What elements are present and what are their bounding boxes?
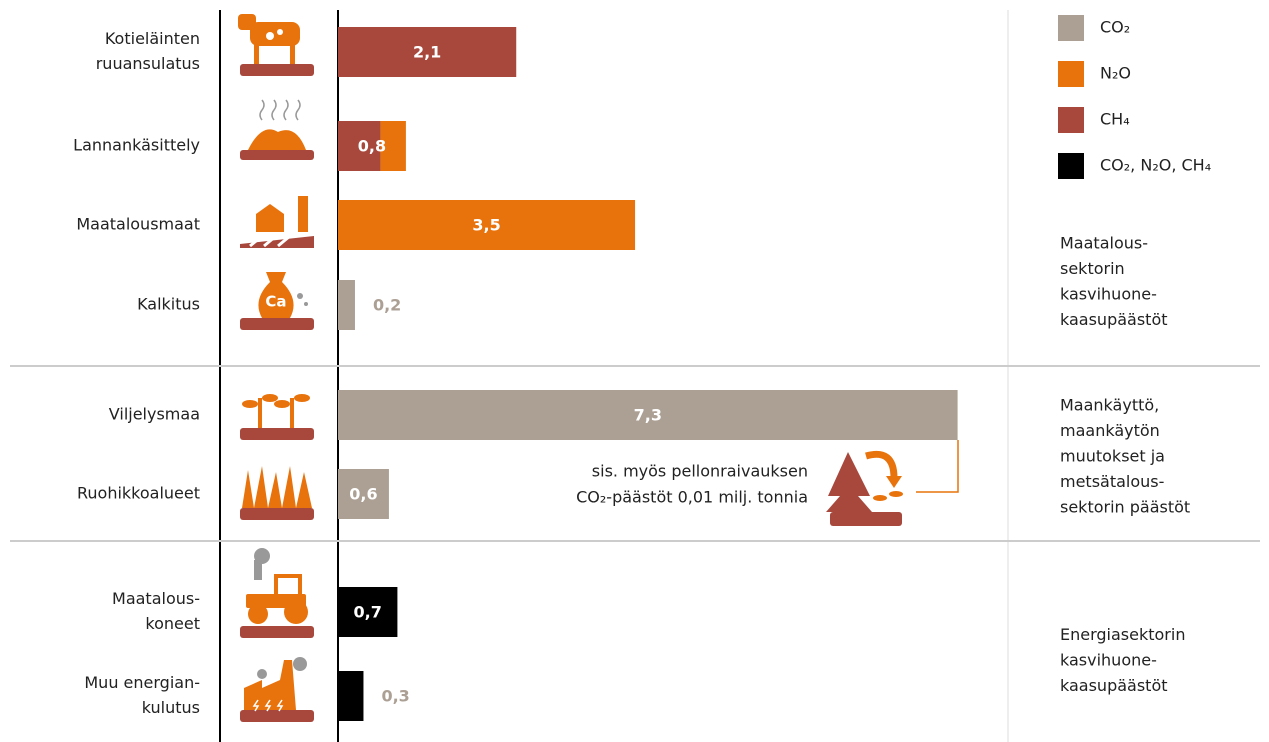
label-line: metsätalous- [1060, 472, 1164, 491]
bar-segment [338, 390, 958, 440]
label-line: kasvihuone- [1060, 284, 1157, 303]
label-line: sis. myös pellonraivauksen [592, 462, 808, 481]
label-line: ruuansulatus [96, 54, 200, 73]
legend-label: CO₂, N₂O, CH₄ [1100, 156, 1211, 175]
bar-segment [338, 121, 381, 171]
label-line: kaasupäästöt [1060, 310, 1168, 329]
label-line: CO₂-päästöt 0,01 milj. tonnia [576, 488, 808, 507]
icon-manure [240, 99, 314, 160]
label-line: Maankäyttö, [1060, 396, 1159, 415]
icon-grass [240, 466, 314, 520]
value-label: 0,3 [381, 687, 409, 706]
value-label: 0,2 [373, 296, 401, 315]
icon-cow [238, 14, 314, 76]
legend-label: N₂O [1100, 64, 1131, 83]
label-line: koneet [145, 614, 200, 633]
label-line: sektorin päästöt [1060, 498, 1190, 517]
label-line: Maatalousmaat [76, 215, 200, 234]
label-line: sektorin [1060, 259, 1125, 278]
label-line: muutokset ja [1060, 447, 1165, 466]
label-line: kulutus [142, 698, 200, 717]
annotation-connector [916, 440, 959, 493]
label-line: Kotieläinten [105, 29, 200, 48]
value-label: 3,5 [472, 216, 500, 235]
bar-segment [338, 200, 636, 250]
label-line: kasvihuone- [1060, 651, 1157, 670]
bar-segment [338, 587, 398, 637]
icon-plants [240, 394, 314, 440]
icon-text: Ca [265, 293, 286, 311]
icon-tractor [240, 548, 314, 638]
value-label: 0,7 [354, 603, 382, 622]
bar-segment [338, 469, 389, 519]
icon-factory [240, 657, 314, 722]
label-line: Kalkitus [137, 295, 200, 314]
icon-farm [240, 196, 314, 248]
label-line: kaasupäästöt [1060, 676, 1168, 695]
icon-land-use [826, 450, 903, 526]
icon-lime: Ca [240, 272, 314, 330]
bar-segment [338, 671, 364, 721]
legend-swatch [1058, 61, 1084, 87]
legend-swatch [1058, 15, 1084, 41]
label-line: Viljelysmaa [109, 405, 200, 424]
label-line: maankäytön [1060, 421, 1160, 440]
label-line: Muu energian- [84, 673, 200, 692]
legend-label: CH₄ [1100, 110, 1130, 129]
legend-label: CO₂ [1100, 18, 1130, 37]
label-line: Lannankäsittely [73, 136, 200, 155]
icons: Ca [238, 14, 959, 722]
value-label: 0,8 [358, 137, 386, 156]
label-line: Ruohikkoalueet [77, 484, 200, 503]
label-line: Energiasektorin [1060, 625, 1185, 644]
label-line: Maatalous- [1060, 233, 1148, 252]
value-label: 2,1 [413, 43, 441, 62]
bar-segment [338, 280, 355, 330]
bar-segment [380, 121, 406, 171]
value-label: 0,6 [349, 485, 377, 504]
value-label: 7,3 [634, 406, 662, 425]
legend-swatch [1058, 107, 1084, 133]
bar-segment [338, 27, 517, 77]
legend-swatch [1058, 153, 1084, 179]
label-line: Maatalous- [112, 589, 200, 608]
